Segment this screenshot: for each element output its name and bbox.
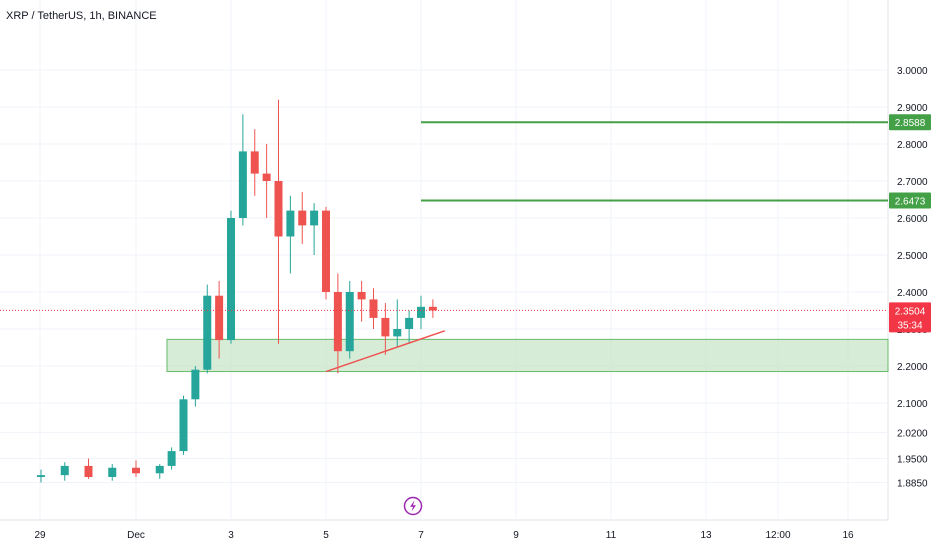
x-tick-label: 29: [34, 530, 46, 541]
candle-body: [167, 451, 176, 466]
x-tick-label: 3: [228, 530, 234, 541]
x-tick-label: 16: [842, 530, 854, 541]
x-tick-label: 9: [513, 530, 519, 541]
candle-body: [203, 295, 212, 370]
candle-body: [179, 399, 188, 452]
candle-body: [215, 295, 224, 341]
y-tick-label: 3.0000: [897, 66, 928, 77]
current-price-tag: [889, 302, 931, 333]
symbol-title: XRP / TetherUS, 1h, BINANCE: [6, 10, 157, 22]
candle-body: [428, 306, 437, 311]
y-tick-label: 2.1000: [897, 399, 928, 410]
candle-body: [60, 465, 69, 476]
trendline: [325, 330, 445, 373]
candle-body: [298, 210, 307, 226]
countdown-label: 35:34: [897, 320, 922, 331]
x-tick-label: Dec: [127, 530, 145, 541]
candle-body: [357, 292, 366, 300]
candle-body: [191, 369, 200, 400]
candle-body: [381, 317, 390, 337]
level-price-tag: [889, 192, 931, 209]
y-tick-label: 3.2000: [897, 0, 928, 3]
lightning-icon: [410, 500, 416, 512]
y-tick-label: 2.7000: [897, 177, 928, 188]
candle-body: [369, 299, 378, 318]
support-zone: [166, 338, 889, 373]
candle-body: [132, 467, 140, 474]
candle-body: [286, 210, 295, 237]
y-tick-label: 2.6000: [897, 214, 928, 225]
candle-body: [37, 475, 45, 477]
y-tick-label: 2.8000: [897, 140, 928, 151]
candle-body: [155, 465, 164, 474]
x-tick-label: 13: [700, 530, 712, 541]
y-tick-label: 2.5000: [897, 251, 928, 262]
candle-body: [393, 329, 402, 337]
candle-body: [84, 465, 93, 477]
x-tick-label: 7: [418, 530, 424, 541]
candle-body: [322, 210, 330, 292]
candle-body: [108, 467, 117, 477]
candle-body: [417, 306, 425, 318]
y-tick-label: 1.8850: [897, 479, 928, 490]
y-tick-label: 2.2000: [897, 362, 928, 373]
candle-body: [238, 151, 247, 218]
candle-body: [405, 317, 414, 329]
x-tick-label: 11: [606, 530, 617, 541]
level-price-tag: [889, 114, 931, 131]
x-tick-label: 5: [323, 530, 329, 541]
candle-body: [250, 151, 259, 174]
level-price-tag-label: 2.8588: [895, 118, 926, 129]
current-price-label: 2.3504: [895, 306, 926, 317]
candle-body: [262, 173, 271, 181]
y-tick-label: 1.9500: [897, 455, 928, 466]
x-tick-label: 12:00: [765, 530, 790, 541]
candle-body: [345, 292, 354, 352]
y-tick-label: 2.0200: [897, 429, 928, 440]
y-tick-label: 2.9000: [897, 103, 928, 114]
level-price-tag-label: 2.6473: [895, 196, 926, 207]
candle-body: [274, 181, 283, 237]
candle-body: [333, 292, 342, 352]
candle-body: [310, 210, 319, 226]
candle-body: [227, 218, 235, 341]
y-tick-label: 2.4000: [897, 288, 928, 299]
